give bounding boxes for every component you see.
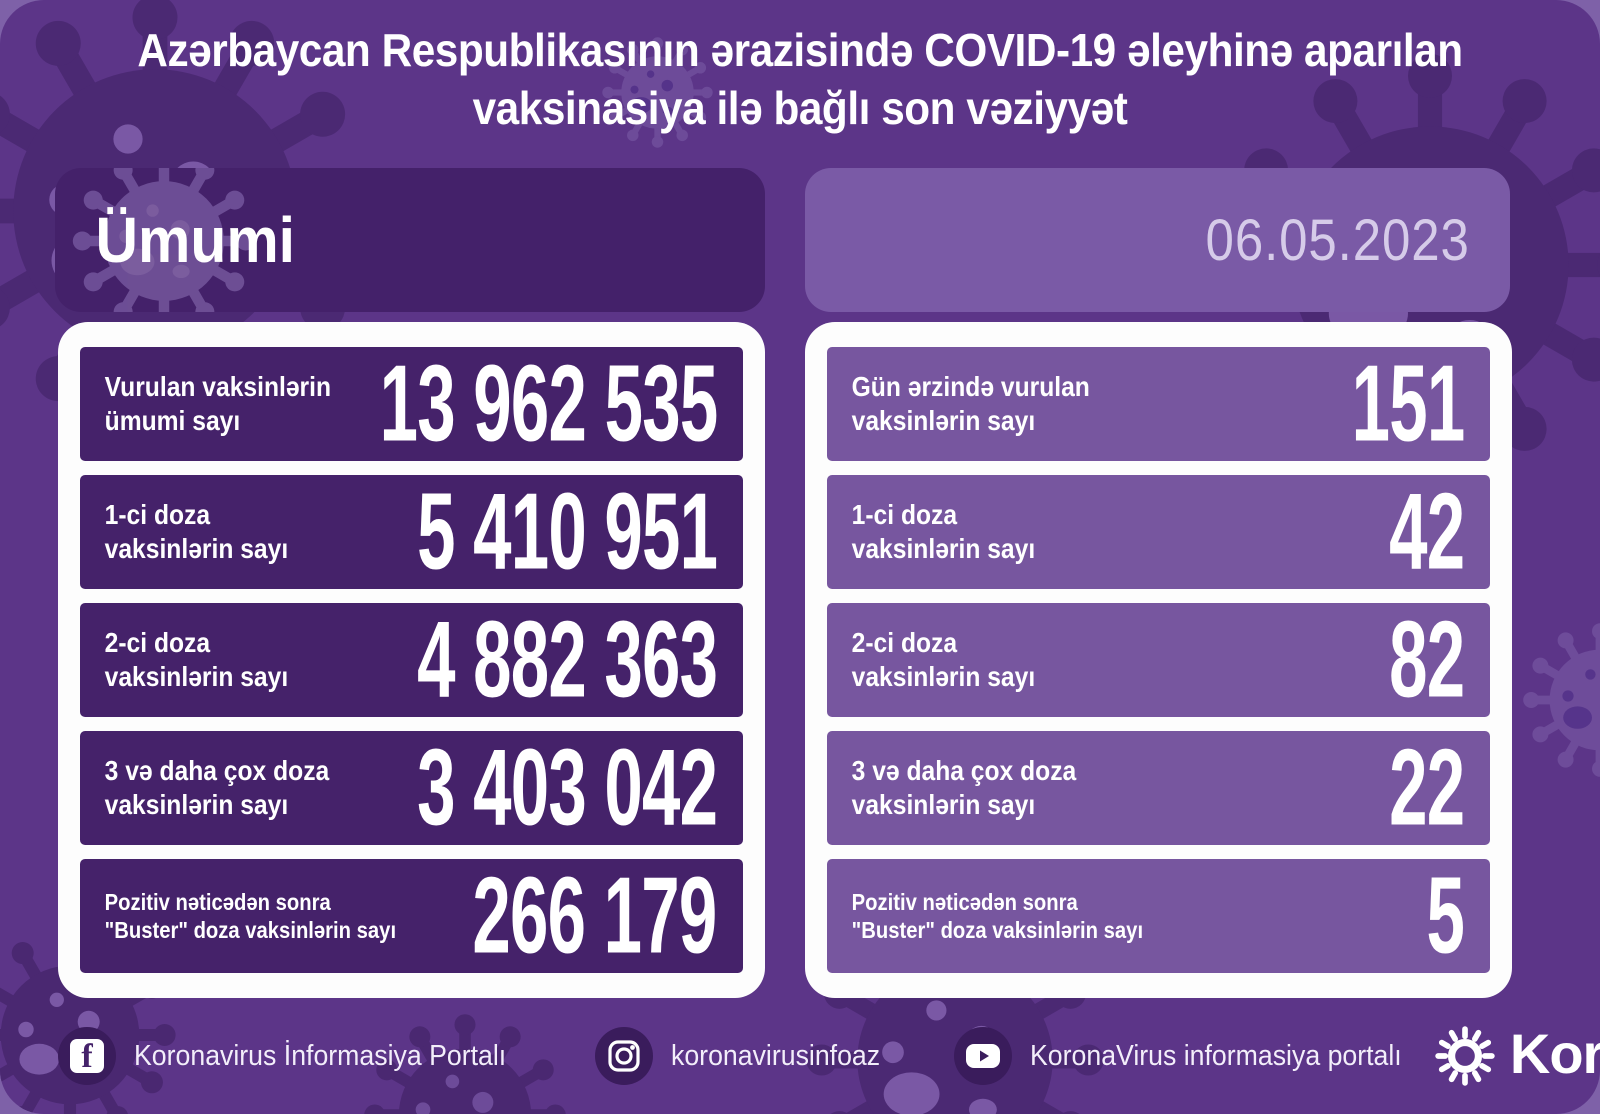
- stat-value: 3 403 042: [416, 727, 718, 848]
- youtube-icon: [953, 1027, 1012, 1085]
- youtube-label: KoronaVirus informasiya portalı: [1029, 1039, 1402, 1072]
- table-row: 1-ci doza vaksinlərin sayı 5 410 951: [80, 471, 743, 592]
- facebook-label: Koronavirus İnformasiya Portalı: [134, 1039, 507, 1072]
- stat-value: 4 882 363: [416, 599, 718, 720]
- stat-label: 3 və daha çox doza vaksinlərin sayı: [104, 754, 330, 820]
- table-row: 3 və daha çox doza vaksinlərin sayı 3 40…: [80, 727, 743, 848]
- stat-label: Gün ərzində vurulan vaksinlərin sayı: [851, 370, 1090, 436]
- daily-panel: Gün ərzində vurulan vaksinlərin sayı 151…: [805, 322, 1512, 998]
- table-row: Vurulan vaksinlərin ümumi sayı 13 962 53…: [80, 343, 743, 464]
- facebook-icon: f: [58, 1027, 116, 1085]
- stat-label: 1-ci doza vaksinlərin sayı: [851, 498, 1036, 564]
- table-row: Pozitiv nəticədən sonra "Buster" doza va…: [80, 855, 743, 976]
- stat-label: Pozitiv nəticədən sonra "Buster" doza va…: [851, 888, 1144, 943]
- instagram-link[interactable]: koronavirusinfoaz: [594, 1027, 898, 1085]
- stat-label: 2-ci doza vaksinlərin sayı: [104, 626, 289, 692]
- virus-decoration-icon: [1520, 620, 1600, 780]
- total-panel: Vurulan vaksinlərin ümumi sayı 13 962 53…: [58, 322, 765, 998]
- stat-value: 151: [1351, 343, 1465, 464]
- stat-value: 5 410 951: [416, 471, 718, 592]
- virus-logo-icon: [1435, 1026, 1495, 1086]
- table-row: 2-ci doza vaksinlərin sayı 82: [827, 599, 1490, 720]
- table-row: Pozitiv nəticədən sonra "Buster" doza va…: [827, 855, 1490, 976]
- daily-panel-header: 06.05.2023: [805, 168, 1510, 312]
- table-row: 2-ci doza vaksinlərin sayı 4 882 363: [80, 599, 743, 720]
- stat-label: Pozitiv nəticədən sonra "Buster" doza va…: [104, 888, 397, 943]
- stat-label: 1-ci doza vaksinlərin sayı: [104, 498, 289, 564]
- table-row: 1-ci doza vaksinlərin sayı 42: [827, 471, 1490, 592]
- stat-label: 3 və daha çox doza vaksinlərin sayı: [851, 754, 1077, 820]
- stat-value: 82: [1388, 599, 1465, 720]
- stat-value: 22: [1388, 727, 1465, 848]
- stat-value: 5: [1426, 855, 1464, 976]
- instagram-icon: [594, 1027, 653, 1085]
- stat-value: 42: [1388, 471, 1465, 592]
- footer: f Koronavirus İnformasiya Portalı korona…: [0, 998, 1600, 1114]
- table-row: 3 və daha çox doza vaksinlərin sayı 22: [827, 727, 1490, 848]
- logo-text: KoronaVirus: [1509, 1022, 1600, 1085]
- youtube-link[interactable]: KoronaVirus informasiya portalı: [953, 1027, 1434, 1085]
- page-title: Azərbaycan Respublikasının ərazisində CO…: [137, 24, 1463, 134]
- facebook-link[interactable]: f Koronavirus İnformasiya Portalı: [58, 1027, 539, 1085]
- date-badge: 06.05.2023: [1205, 207, 1470, 273]
- stat-value: 13 962 535: [379, 343, 718, 464]
- total-panel-title: Ümumi: [95, 204, 296, 276]
- instagram-label: koronavirusinfoaz: [670, 1039, 880, 1072]
- stat-label: 2-ci doza vaksinlərin sayı: [851, 626, 1036, 692]
- total-panel-header: Ümumi: [55, 168, 765, 312]
- table-row: Gün ərzində vurulan vaksinlərin sayı 151: [827, 343, 1490, 464]
- stat-value: 266 179: [472, 855, 718, 976]
